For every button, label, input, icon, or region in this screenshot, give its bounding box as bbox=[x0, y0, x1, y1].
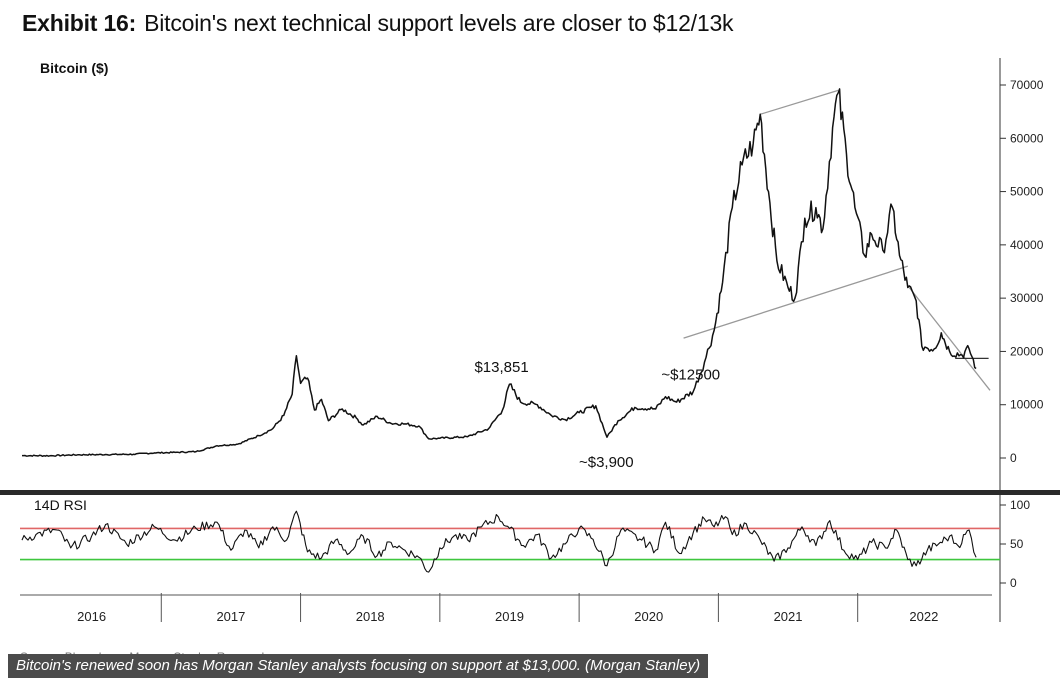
x-year-label-2020: 2020 bbox=[634, 609, 663, 624]
y-ticks: 0 10000 20000 30000 40000 50000 60000 70000 0 50 1… bbox=[1000, 78, 1044, 590]
year-gridlines bbox=[160, 593, 859, 622]
rsi-tick-label-50: 50 bbox=[1010, 537, 1024, 551]
price-tick-label-0: 0 bbox=[1010, 451, 1017, 465]
rsi-tick-label-0: 0 bbox=[1010, 576, 1017, 590]
price-tick-label-60000: 60000 bbox=[1010, 131, 1044, 145]
rsi-line bbox=[21, 510, 977, 573]
panel-separator bbox=[0, 490, 1060, 495]
price-axis-label: Bitcoin ($) bbox=[40, 60, 109, 76]
x-year-label-2016: 2016 bbox=[77, 609, 106, 624]
price-tick-label-50000: 50000 bbox=[1010, 185, 1044, 199]
x-year-labels: 2016 2017 2018 2019 2020 2021 2022 bbox=[77, 609, 938, 624]
price-tick-label-30000: 30000 bbox=[1010, 291, 1044, 305]
exhibit-title-text: Bitcoin's next technical support levels … bbox=[144, 10, 734, 36]
bitcoin-price-line bbox=[22, 88, 977, 458]
trendline-1 bbox=[759, 89, 839, 115]
annotation-label-1: $13,851 bbox=[474, 359, 528, 376]
rsi-reference-lines bbox=[20, 527, 1000, 561]
x-year-label-2017: 2017 bbox=[216, 609, 245, 624]
annotation-label-3: ~$12500 bbox=[661, 366, 720, 383]
exhibit-label: Exhibit 16: bbox=[22, 10, 137, 36]
rsi-tick-label-100: 100 bbox=[1010, 498, 1030, 512]
trendlines bbox=[683, 89, 991, 391]
chart-frame bbox=[0, 58, 1060, 622]
x-year-label-2021: 2021 bbox=[774, 609, 803, 624]
x-year-label-2022: 2022 bbox=[909, 609, 938, 624]
annotation-label-2: ~$3,900 bbox=[579, 454, 634, 471]
series bbox=[21, 88, 977, 573]
trendline-2 bbox=[683, 265, 909, 339]
annotations: $13,851 ~$3,900 ~$12500 bbox=[474, 359, 720, 471]
x-year-label-2019: 2019 bbox=[495, 609, 524, 624]
trendline-3 bbox=[908, 287, 991, 391]
price-tick-label-70000: 70000 bbox=[1010, 78, 1044, 92]
price-tick-label-20000: 20000 bbox=[1010, 344, 1044, 358]
exhibit-title: Exhibit 16: Bitcoin's next technical supp… bbox=[22, 10, 734, 37]
image-caption: Bitcoin's renewed soon has Morgan Stanle… bbox=[8, 654, 709, 678]
price-tick-label-40000: 40000 bbox=[1010, 238, 1044, 252]
x-year-label-2018: 2018 bbox=[356, 609, 385, 624]
price-tick-label-10000: 10000 bbox=[1010, 398, 1044, 412]
rsi-axis-label: 14D RSI bbox=[33, 497, 88, 513]
